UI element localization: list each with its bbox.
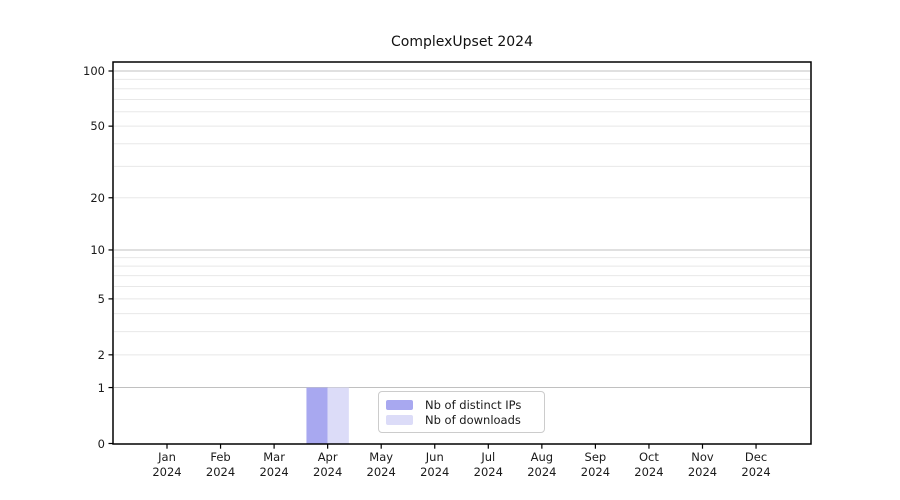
- x-tick-label: Dec 2024: [724, 450, 788, 480]
- y-tick-label: 100: [83, 64, 105, 78]
- y-tick-label: 1: [97, 380, 105, 395]
- x-tick-month: Apr: [317, 450, 338, 464]
- x-tick-label: Jan 2024: [135, 450, 199, 480]
- legend-swatch: [386, 399, 413, 410]
- x-tick-year: 2024: [687, 465, 718, 479]
- x-tick-month: Dec: [744, 450, 768, 464]
- x-tick-month: Jul: [481, 450, 496, 464]
- legend-label: Nb of distinct IPs: [425, 397, 522, 412]
- x-tick-month: Aug: [530, 450, 554, 464]
- x-tick-month: May: [369, 450, 394, 464]
- y-tick-label: 50: [90, 119, 105, 134]
- x-tick-label: Feb 2024: [189, 450, 253, 480]
- y-tick-label: 2: [97, 347, 105, 362]
- y-tick-label: 10: [90, 242, 105, 257]
- bar-nb-of-distinct-ips: [306, 387, 328, 444]
- x-tick-month: Nov: [691, 450, 714, 464]
- legend-label: Nb of downloads: [425, 412, 521, 427]
- plot-border: [112, 61, 812, 445]
- x-tick-label: Aug 2024: [510, 450, 574, 480]
- y-tick-label: 20: [90, 190, 105, 205]
- x-tick-year: 2024: [580, 465, 611, 479]
- x-tick-month: Feb: [210, 450, 231, 464]
- x-tick-month: Sep: [584, 450, 607, 464]
- x-tick-year: 2024: [527, 465, 557, 479]
- bar-nb-of-downloads: [327, 387, 349, 444]
- y-tick-label: 0: [97, 436, 105, 451]
- x-tick-year: 2024: [420, 465, 450, 479]
- x-tick-label: Mar 2024: [242, 450, 306, 480]
- legend-swatch: [386, 414, 413, 425]
- x-tick-label: Apr 2024: [296, 450, 360, 480]
- x-tick-label: Jun 2024: [403, 450, 467, 480]
- x-tick-year: 2024: [366, 465, 396, 479]
- x-tick-label: Sep 2024: [563, 450, 627, 480]
- x-tick-year: 2024: [205, 465, 236, 479]
- x-tick-label: Jul 2024: [456, 450, 520, 480]
- x-tick-month: Mar: [263, 450, 285, 464]
- legend-row: Nb of distinct IPs: [386, 397, 537, 412]
- chart-title: ComplexUpset 2024: [390, 34, 534, 50]
- legend-row: Nb of downloads: [386, 412, 537, 427]
- x-tick-month: Jun: [425, 450, 444, 464]
- x-tick-year: 2024: [259, 465, 289, 479]
- x-tick-year: 2024: [473, 465, 503, 479]
- legend: Nb of distinct IPs Nb of downloads: [378, 391, 545, 433]
- x-tick-month: Oct: [638, 450, 659, 464]
- x-tick-label: Nov 2024: [671, 450, 735, 480]
- x-tick-year: 2024: [152, 465, 182, 479]
- x-tick-label: May 2024: [349, 450, 413, 480]
- x-tick-year: 2024: [741, 465, 771, 479]
- x-tick-year: 2024: [634, 465, 664, 479]
- x-tick-month: Jan: [158, 450, 176, 464]
- y-tick-label: 5: [97, 291, 105, 306]
- x-tick-year: 2024: [313, 465, 343, 479]
- x-tick-label: Oct 2024: [617, 450, 681, 480]
